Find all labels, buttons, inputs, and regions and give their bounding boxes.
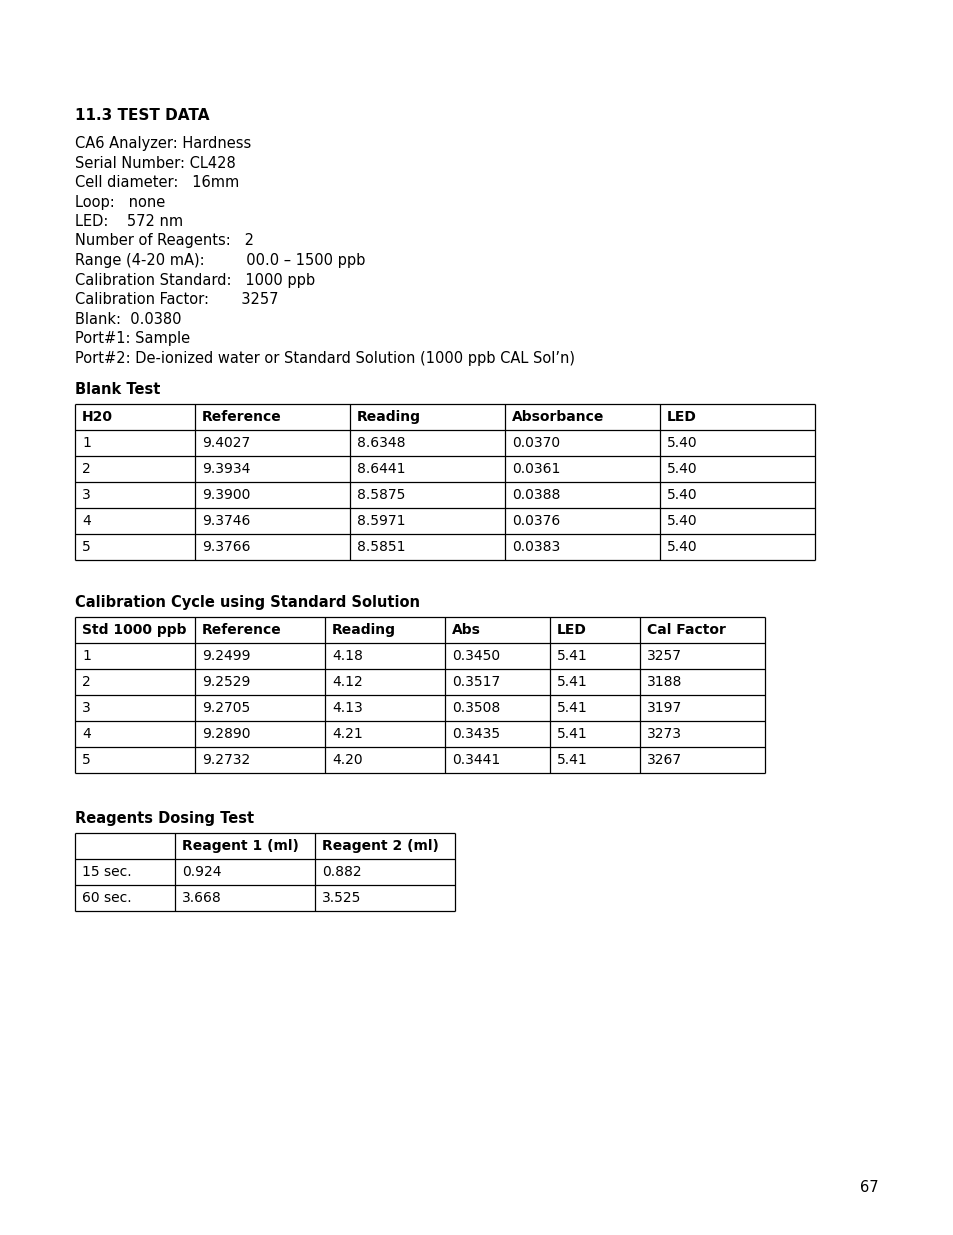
Text: 2: 2 — [82, 462, 91, 475]
Text: 3.668: 3.668 — [182, 890, 221, 905]
Text: 0.3508: 0.3508 — [452, 701, 499, 715]
Text: 0.0383: 0.0383 — [512, 540, 559, 555]
Text: LED:    572 nm: LED: 572 nm — [75, 214, 183, 228]
Text: 5.40: 5.40 — [666, 436, 697, 450]
Text: 5.41: 5.41 — [557, 650, 587, 663]
Text: Absorbance: Absorbance — [512, 410, 604, 424]
Text: 4.12: 4.12 — [332, 676, 362, 689]
Text: 4.13: 4.13 — [332, 701, 362, 715]
Text: 5.40: 5.40 — [666, 462, 697, 475]
Text: 5.40: 5.40 — [666, 540, 697, 555]
Text: 8.5971: 8.5971 — [356, 514, 405, 529]
Text: 3.525: 3.525 — [322, 890, 361, 905]
Text: 8.6348: 8.6348 — [356, 436, 405, 450]
Text: 0.882: 0.882 — [322, 864, 361, 879]
Text: Range (4-20 mA):         00.0 – 1500 ppb: Range (4-20 mA): 00.0 – 1500 ppb — [75, 253, 365, 268]
Text: Blank Test: Blank Test — [75, 382, 160, 396]
Text: 11.3 TEST DATA: 11.3 TEST DATA — [75, 107, 210, 124]
Text: 0.3441: 0.3441 — [452, 753, 499, 767]
Text: 9.2499: 9.2499 — [202, 650, 251, 663]
Text: CA6 Analyzer: Hardness: CA6 Analyzer: Hardness — [75, 136, 251, 151]
Text: 4.21: 4.21 — [332, 727, 362, 741]
Text: 0.3517: 0.3517 — [452, 676, 499, 689]
Text: 3267: 3267 — [646, 753, 681, 767]
Text: LED: LED — [666, 410, 696, 424]
Text: 4: 4 — [82, 727, 91, 741]
Text: 0.0376: 0.0376 — [512, 514, 559, 529]
Text: 0.3450: 0.3450 — [452, 650, 499, 663]
Text: Reading: Reading — [332, 622, 395, 637]
Text: 5.41: 5.41 — [557, 676, 587, 689]
Text: Cal Factor: Cal Factor — [646, 622, 725, 637]
Text: 5.41: 5.41 — [557, 753, 587, 767]
Text: 3257: 3257 — [646, 650, 681, 663]
Text: 0.0370: 0.0370 — [512, 436, 559, 450]
Text: Reading: Reading — [356, 410, 420, 424]
Text: Calibration Factor:       3257: Calibration Factor: 3257 — [75, 291, 278, 308]
Text: Number of Reagents:   2: Number of Reagents: 2 — [75, 233, 253, 248]
Text: 9.2529: 9.2529 — [202, 676, 250, 689]
Text: Reference: Reference — [202, 622, 281, 637]
Text: 3273: 3273 — [646, 727, 681, 741]
Text: 3197: 3197 — [646, 701, 681, 715]
Text: 0.0361: 0.0361 — [512, 462, 559, 475]
Text: Port#2: De-ionized water or Standard Solution (1000 ppb CAL Sol’n): Port#2: De-ionized water or Standard Sol… — [75, 351, 575, 366]
Text: 5.40: 5.40 — [666, 514, 697, 529]
Text: 1: 1 — [82, 650, 91, 663]
Text: 5: 5 — [82, 753, 91, 767]
Text: Blank:  0.0380: Blank: 0.0380 — [75, 311, 181, 326]
Text: Abs: Abs — [452, 622, 480, 637]
Text: 4.18: 4.18 — [332, 650, 362, 663]
Text: Calibration Standard:   1000 ppb: Calibration Standard: 1000 ppb — [75, 273, 314, 288]
Text: Reference: Reference — [202, 410, 281, 424]
Text: 3: 3 — [82, 701, 91, 715]
Text: 5.40: 5.40 — [666, 488, 697, 501]
Text: 9.2732: 9.2732 — [202, 753, 250, 767]
Text: 9.3934: 9.3934 — [202, 462, 250, 475]
Text: LED: LED — [557, 622, 586, 637]
Text: 1: 1 — [82, 436, 91, 450]
Text: 8.6441: 8.6441 — [356, 462, 405, 475]
Text: Loop:   none: Loop: none — [75, 194, 165, 210]
Text: 5.41: 5.41 — [557, 701, 587, 715]
Text: 15 sec.: 15 sec. — [82, 864, 132, 879]
Text: 9.3746: 9.3746 — [202, 514, 250, 529]
Text: 5: 5 — [82, 540, 91, 555]
Text: 9.2890: 9.2890 — [202, 727, 251, 741]
Text: 3: 3 — [82, 488, 91, 501]
Text: 4: 4 — [82, 514, 91, 529]
Text: 4.20: 4.20 — [332, 753, 362, 767]
Text: 5.41: 5.41 — [557, 727, 587, 741]
Text: 9.4027: 9.4027 — [202, 436, 250, 450]
Text: 9.3900: 9.3900 — [202, 488, 250, 501]
Text: 2: 2 — [82, 676, 91, 689]
Text: 60 sec.: 60 sec. — [82, 890, 132, 905]
Text: Port#1: Sample: Port#1: Sample — [75, 331, 190, 346]
Text: 0.3435: 0.3435 — [452, 727, 499, 741]
Text: 9.3766: 9.3766 — [202, 540, 251, 555]
Text: Reagent 2 (ml): Reagent 2 (ml) — [322, 839, 438, 853]
Text: Cell diameter:   16mm: Cell diameter: 16mm — [75, 175, 239, 190]
Text: 8.5851: 8.5851 — [356, 540, 405, 555]
Text: H20: H20 — [82, 410, 112, 424]
Text: Calibration Cycle using Standard Solution: Calibration Cycle using Standard Solutio… — [75, 595, 419, 610]
Text: Std 1000 ppb: Std 1000 ppb — [82, 622, 186, 637]
Text: Reagent 1 (ml): Reagent 1 (ml) — [182, 839, 298, 853]
Text: 9.2705: 9.2705 — [202, 701, 250, 715]
Text: 8.5875: 8.5875 — [356, 488, 405, 501]
Text: 0.924: 0.924 — [182, 864, 221, 879]
Text: Serial Number: CL428: Serial Number: CL428 — [75, 156, 235, 170]
Text: 67: 67 — [860, 1179, 878, 1195]
Text: 0.0388: 0.0388 — [512, 488, 559, 501]
Text: 3188: 3188 — [646, 676, 681, 689]
Text: Reagents Dosing Test: Reagents Dosing Test — [75, 811, 253, 826]
